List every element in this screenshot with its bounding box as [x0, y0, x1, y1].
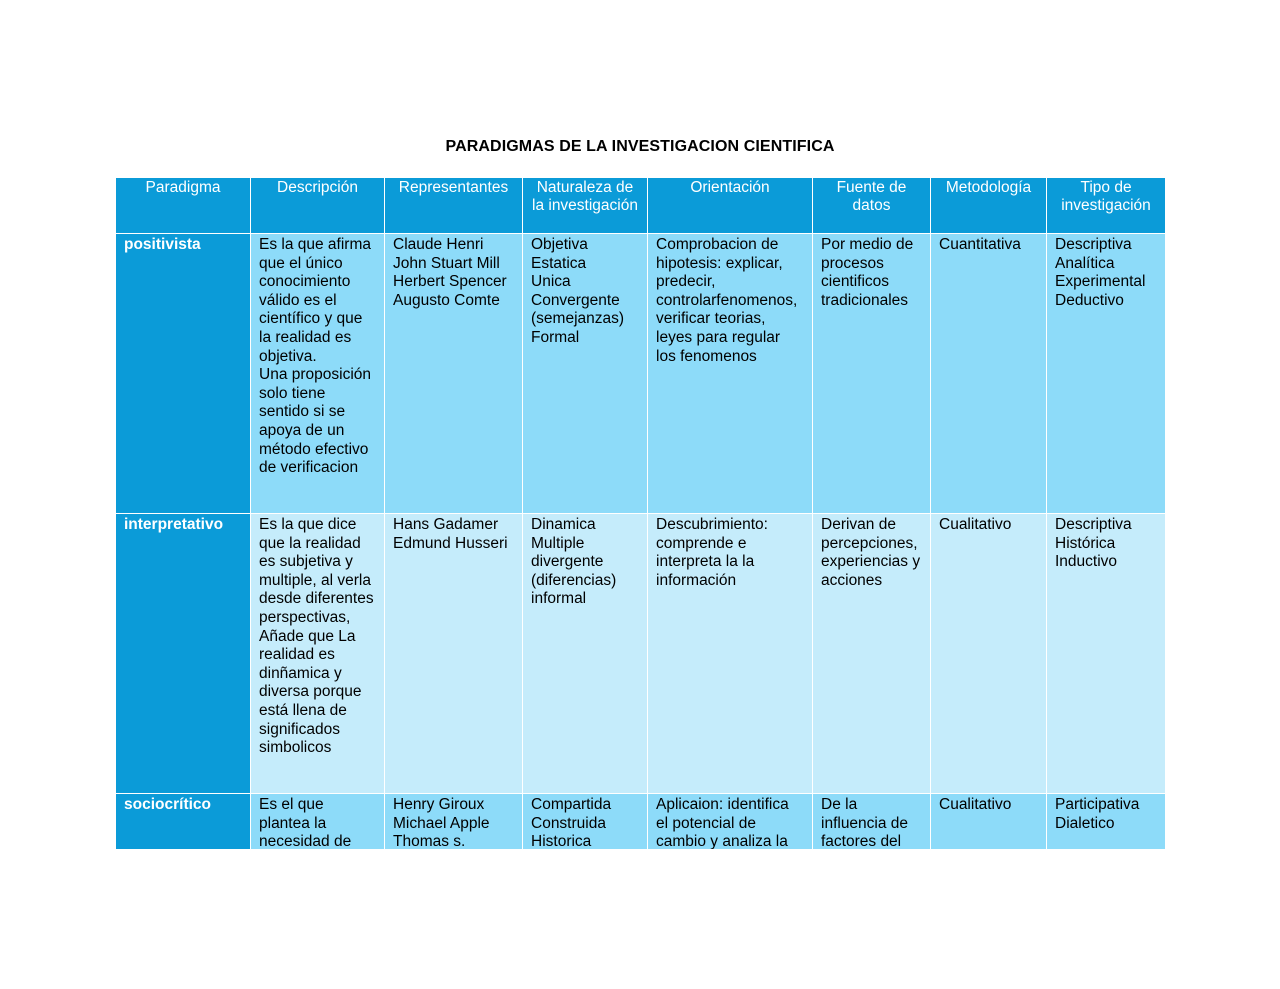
- cell-orientacion: Aplicaion: identifica el potencial de ca…: [647, 793, 813, 849]
- row-paradigma: interpretativo: [115, 513, 251, 794]
- cell-metodologia: Cualitativo: [930, 513, 1047, 794]
- cell-naturaleza: Compartida Construida Historica: [522, 793, 648, 849]
- table-row: sociocrítico Es el que plantea la necesi…: [115, 793, 1165, 849]
- cell-fuente: De la influencia de factores del: [812, 793, 931, 849]
- table-row: interpretativo Es la que dice que la rea…: [115, 513, 1165, 794]
- header-paradigma: Paradigma: [115, 176, 251, 234]
- cell-tipo: Descriptiva Histórica Inductivo: [1046, 513, 1165, 794]
- cell-representantes: Henry Giroux Michael Apple Thomas s.: [384, 793, 523, 849]
- header-orientacion: Orientación: [647, 176, 813, 234]
- header-tipo: Tipo de investigación: [1046, 176, 1165, 234]
- table-row: positivista Es la que afirma que el únic…: [115, 233, 1165, 514]
- header-representantes: Representantes: [384, 176, 523, 234]
- cell-descripcion: Es el que plantea la necesidad de: [250, 793, 385, 849]
- cell-descripcion: Es la que dice que la realidad es subjet…: [250, 513, 385, 794]
- cell-orientacion: Comprobacion de hipotesis: explicar, pre…: [647, 233, 813, 514]
- cell-metodologia: Cualitativo: [930, 793, 1047, 849]
- row-paradigma: positivista: [115, 233, 251, 514]
- row-paradigma: sociocrítico: [115, 793, 251, 849]
- cell-descripcion: Es la que afirma que el único conocimien…: [250, 233, 385, 514]
- paradigms-table-container: Paradigma Descripción Representantes Nat…: [115, 176, 1165, 849]
- cell-fuente: Por medio de procesos cientificos tradic…: [812, 233, 931, 514]
- cell-tipo: Descriptiva Analítica Experimental Deduc…: [1046, 233, 1165, 514]
- cell-naturaleza: Dinamica Multiple divergente (diferencia…: [522, 513, 648, 794]
- cell-naturaleza: Objetiva Estatica Unica Convergente (sem…: [522, 233, 648, 514]
- header-row: Paradigma Descripción Representantes Nat…: [115, 176, 1165, 234]
- header-descripcion: Descripción: [250, 176, 385, 234]
- header-metodologia: Metodología: [930, 176, 1047, 234]
- cell-metodologia: Cuantitativa: [930, 233, 1047, 514]
- cell-tipo: Participativa Dialetico: [1046, 793, 1165, 849]
- cell-representantes: Claude Henri John Stuart Mill Herbert Sp…: [384, 233, 523, 514]
- cell-orientacion: Descubrimiento: comprende e interpreta l…: [647, 513, 813, 794]
- page-title: PARADIGMAS DE LA INVESTIGACION CIENTIFIC…: [445, 138, 835, 155]
- cell-representantes: Hans Gadamer Edmund Husseri: [384, 513, 523, 794]
- header-fuente: Fuente de datos: [812, 176, 931, 234]
- paradigms-table: Paradigma Descripción Representantes Nat…: [115, 176, 1165, 849]
- cell-fuente: Derivan de percepciones, experiencias y …: [812, 513, 931, 794]
- header-naturaleza: Naturaleza de la investigación: [522, 176, 648, 234]
